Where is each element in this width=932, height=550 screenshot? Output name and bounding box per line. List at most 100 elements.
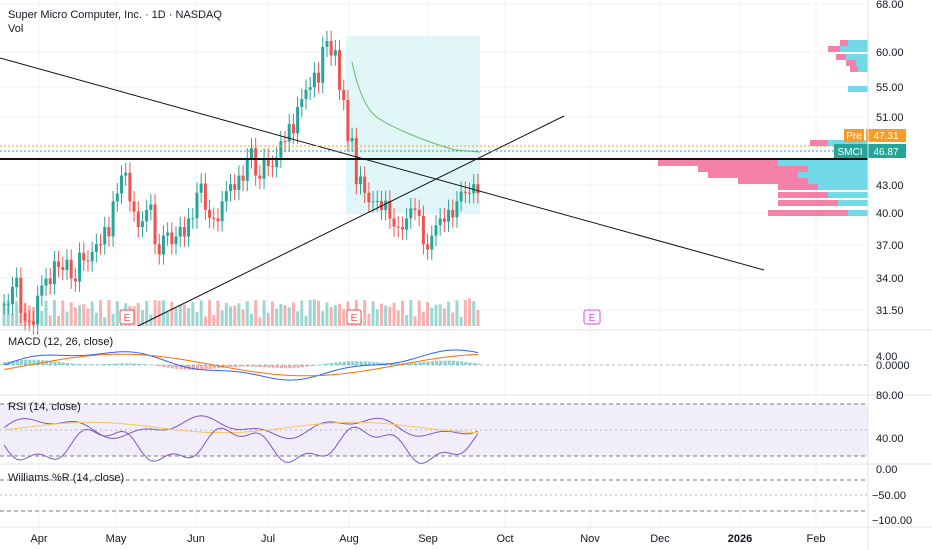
candle-body — [40, 285, 44, 296]
volume-bar — [90, 301, 94, 326]
macd-hist-bar — [367, 361, 372, 365]
volume-label: Vol — [8, 23, 23, 35]
candle-body — [6, 304, 10, 306]
earnings-marker-upcoming[interactable]: E — [583, 309, 601, 325]
candlestick-series[interactable] — [2, 30, 480, 335]
candle-body — [379, 200, 383, 210]
volume-bar — [296, 311, 300, 326]
volume-profile-bar — [808, 178, 868, 184]
macd-hist-bar — [321, 364, 325, 365]
macd-hist-bar — [304, 365, 309, 367]
volume-profile-bar — [846, 60, 856, 66]
macd-hist-bar — [86, 364, 91, 365]
volume-bar — [312, 299, 316, 326]
macd-hist-bar — [208, 365, 212, 370]
volume-bar — [115, 301, 119, 326]
candle-body — [182, 227, 186, 237]
moving-average-line — [351, 61, 481, 153]
candle-body — [82, 252, 86, 261]
candle-body — [153, 204, 157, 245]
macd-hist-bar — [57, 361, 61, 365]
candle-body — [220, 201, 224, 222]
earnings-marker-may[interactable]: E — [119, 309, 135, 325]
macd-hist-bar — [191, 365, 195, 370]
price-tick-label: 55.00 — [876, 82, 904, 94]
range-highlight-box — [346, 36, 480, 214]
volume-bar — [187, 307, 191, 326]
volume-bar — [371, 301, 375, 326]
macd-hist-bar — [296, 365, 300, 368]
macd-hist-bar — [11, 360, 15, 365]
volume-bar — [44, 300, 48, 326]
volume-profile-bar — [850, 66, 858, 72]
macd-hist-bar — [330, 362, 334, 365]
candle-body — [430, 235, 434, 250]
time-tick-label: Sep — [418, 533, 438, 545]
macd-hist-bar — [179, 365, 183, 370]
candle-body — [266, 158, 270, 167]
macd-hist-bar — [200, 365, 204, 370]
volume-profile-bar — [658, 160, 778, 166]
time-axis[interactable]: Apr May Jun Jul Aug Sep Oct Nov Dec 2026 Feb — [30, 533, 825, 545]
volume-bar — [86, 308, 90, 326]
volume-bar — [220, 310, 224, 326]
volume-bar — [426, 302, 430, 326]
time-tick-label: Feb — [807, 533, 826, 545]
williams-label: Williams %R (14, close) — [8, 472, 124, 484]
ticker-price-badge: SMCI 46.87 — [834, 144, 906, 158]
candle-body — [459, 191, 463, 202]
candle-body — [254, 148, 258, 176]
volume-bar — [254, 300, 258, 326]
volume-profile-bar — [848, 86, 868, 92]
price-tick-label: 31.50 — [876, 305, 904, 317]
candle-body — [2, 304, 6, 306]
candle-body — [140, 221, 144, 228]
williams-r-line — [3, 426, 479, 464]
volume-bar — [149, 314, 153, 326]
volume-bar — [65, 311, 69, 326]
macd-hist-bar — [439, 360, 443, 365]
candle-body — [124, 172, 128, 176]
rsi-label: RSI (14, close) — [8, 401, 81, 413]
volume-bar — [61, 300, 65, 326]
macd-hist-bar — [204, 365, 208, 370]
volume-bar — [396, 310, 400, 326]
macd-hist-bar — [443, 360, 447, 365]
candle-body — [73, 278, 77, 282]
volume-bar — [249, 313, 253, 326]
macd-hist-bar — [70, 363, 74, 365]
candle-body — [224, 191, 228, 202]
macd-pane[interactable] — [0, 331, 868, 394]
candle-body — [157, 244, 161, 255]
candle-body — [417, 209, 421, 216]
volume-profile — [658, 40, 868, 216]
candle-body — [237, 175, 241, 190]
macd-hist-bar — [116, 363, 120, 365]
volume-bar — [287, 307, 291, 326]
candle-body — [409, 208, 413, 219]
macd-hist-bar — [409, 362, 414, 365]
candle-body — [136, 211, 140, 228]
candle-body — [300, 98, 304, 107]
candle-body — [312, 72, 316, 88]
macd-hist-bar — [468, 362, 472, 365]
volume-bar — [241, 309, 245, 326]
candle-body — [27, 320, 31, 322]
candle-body — [354, 138, 358, 185]
candle-body — [275, 157, 279, 167]
volume-bar — [409, 300, 413, 326]
volume-bar — [52, 300, 56, 326]
macd-hist-bar — [397, 363, 401, 365]
macd-tick-top: 4.00 — [876, 351, 897, 363]
macd-hist-bar — [288, 365, 292, 369]
volume-profile-bar — [778, 184, 818, 190]
macd-hist-bar — [3, 362, 7, 365]
candle-body — [317, 72, 321, 83]
candle-body — [86, 260, 90, 262]
price-axis[interactable]: 68.00 60.00 55.00 51.00 43.00 40.00 37.00 34.00… — [876, 0, 904, 317]
macd-hist-bar — [313, 365, 317, 366]
macd-hist-bar — [380, 362, 384, 365]
trendline-descending[interactable] — [0, 57, 765, 271]
earnings-marker-aug[interactable]: E — [346, 309, 362, 325]
